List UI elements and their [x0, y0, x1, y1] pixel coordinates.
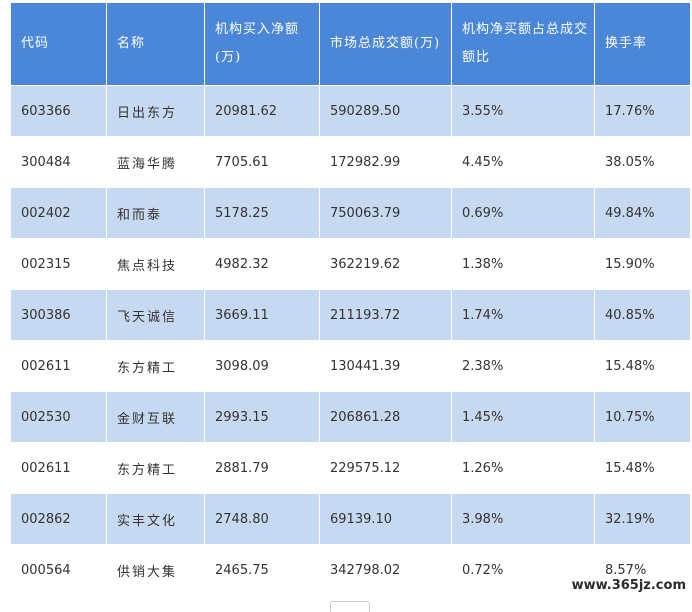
cell-market-turnover: 172982.99	[319, 136, 452, 188]
cell-market-turnover: 206861.28	[319, 391, 452, 443]
cell-name: 金财互联	[106, 391, 205, 443]
cell-turnover-rate: 10.75%	[594, 391, 691, 443]
cell-code: 002530	[10, 391, 107, 443]
cell-name: 实丰文化	[106, 493, 205, 545]
cell-market-turnover: 590289.50	[319, 85, 452, 137]
header-inst-net-buy: 机构买入净额(万)	[204, 2, 320, 86]
cell-inst-net-buy: 20981.62	[204, 85, 320, 137]
table-row: 300386 飞天诚信 3669.11 211193.72 1.74% 40.85%	[10, 289, 691, 341]
table-header-row: 代码 名称 机构买入净额(万) 市场总成交额(万) 机构净买额占总成交额比 换手…	[10, 2, 691, 86]
cell-turnover-rate: 32.19%	[594, 493, 691, 545]
header-name: 名称	[106, 2, 205, 86]
cell-name: 焦点科技	[106, 238, 205, 290]
cell-inst-net-buy: 3669.11	[204, 289, 320, 341]
cell-market-turnover: 211193.72	[319, 289, 452, 341]
cell-name: 东方精工	[106, 340, 205, 392]
header-market-turnover: 市场总成交额(万)	[319, 2, 452, 86]
cell-net-buy-ratio: 2.38%	[451, 340, 595, 392]
cell-turnover-rate: 15.48%	[594, 442, 691, 494]
table-row: 300484 蓝海华腾 7705.61 172982.99 4.45% 38.05%	[10, 136, 691, 188]
cell-name: 和而泰	[106, 187, 205, 239]
cell-code: 300484	[10, 136, 107, 188]
cell-turnover-rate: 15.90%	[594, 238, 691, 290]
cell-market-turnover: 342798.02	[319, 544, 452, 596]
cell-code: 002611	[10, 340, 107, 392]
table-row: 002315 焦点科技 4982.32 362219.62 1.38% 15.90%	[10, 238, 691, 290]
cell-market-turnover: 69139.10	[319, 493, 452, 545]
header-turnover-rate: 换手率	[594, 2, 691, 86]
cell-inst-net-buy: 2881.79	[204, 442, 320, 494]
cell-name: 飞天诚信	[106, 289, 205, 341]
cell-name: 蓝海华腾	[106, 136, 205, 188]
header-code: 代码	[10, 2, 107, 86]
cell-code: 002611	[10, 442, 107, 494]
cell-net-buy-ratio: 0.69%	[451, 187, 595, 239]
cell-net-buy-ratio: 0.72%	[451, 544, 595, 596]
cell-turnover-rate: 15.48%	[594, 340, 691, 392]
cell-turnover-rate: 49.84%	[594, 187, 691, 239]
cell-inst-net-buy: 2993.15	[204, 391, 320, 443]
cell-net-buy-ratio: 1.38%	[451, 238, 595, 290]
table-row: 002402 和而泰 5178.25 750063.79 0.69% 49.84%	[10, 187, 691, 239]
cell-code: 002315	[10, 238, 107, 290]
cell-name: 东方精工	[106, 442, 205, 494]
table-row: 002611 东方精工 2881.79 229575.12 1.26% 15.48%	[10, 442, 691, 494]
site-watermark: www.365jz.com	[571, 578, 686, 593]
cell-turnover-rate: 8.57%	[594, 544, 691, 596]
cell-net-buy-ratio: 3.98%	[451, 493, 595, 545]
cell-code: 300386	[10, 289, 107, 341]
cell-turnover-rate: 38.05%	[594, 136, 691, 188]
cell-name: 日出东方	[106, 85, 205, 137]
stock-table: 代码 名称 机构买入净额(万) 市场总成交额(万) 机构净买额占总成交额比 换手…	[10, 2, 691, 596]
cell-net-buy-ratio: 1.45%	[451, 391, 595, 443]
cell-market-turnover: 229575.12	[319, 442, 452, 494]
cell-turnover-rate: 17.76%	[594, 85, 691, 137]
header-net-buy-ratio: 机构净买额占总成交额比	[451, 2, 595, 86]
table-row: 000564 供销大集 2465.75 342798.02 0.72% 8.57%	[10, 544, 691, 596]
cell-market-turnover: 362219.62	[319, 238, 452, 290]
table-row: 002611 东方精工 3098.09 130441.39 2.38% 15.48%	[10, 340, 691, 392]
cell-turnover-rate: 40.85%	[594, 289, 691, 341]
cell-inst-net-buy: 4982.32	[204, 238, 320, 290]
cell-code: 000564	[10, 544, 107, 596]
cell-code: 002402	[10, 187, 107, 239]
cell-code: 603366	[10, 85, 107, 137]
cell-code: 002862	[10, 493, 107, 545]
cell-inst-net-buy: 2465.75	[204, 544, 320, 596]
cell-market-turnover: 750063.79	[319, 187, 452, 239]
cell-inst-net-buy: 5178.25	[204, 187, 320, 239]
cell-name: 供销大集	[106, 544, 205, 596]
cell-inst-net-buy: 3098.09	[204, 340, 320, 392]
cell-inst-net-buy: 2748.80	[204, 493, 320, 545]
cell-net-buy-ratio: 1.74%	[451, 289, 595, 341]
table-row: 002862 实丰文化 2748.80 69139.10 3.98% 32.19%	[10, 493, 691, 545]
cell-net-buy-ratio: 1.26%	[451, 442, 595, 494]
table-row: 002530 金财互联 2993.15 206861.28 1.45% 10.75%	[10, 391, 691, 443]
cell-net-buy-ratio: 4.45%	[451, 136, 595, 188]
table-row: 603366 日出东方 20981.62 590289.50 3.55% 17.76%	[10, 85, 691, 137]
cell-net-buy-ratio: 3.55%	[451, 85, 595, 137]
cell-inst-net-buy: 7705.61	[204, 136, 320, 188]
cell-market-turnover: 130441.39	[319, 340, 452, 392]
